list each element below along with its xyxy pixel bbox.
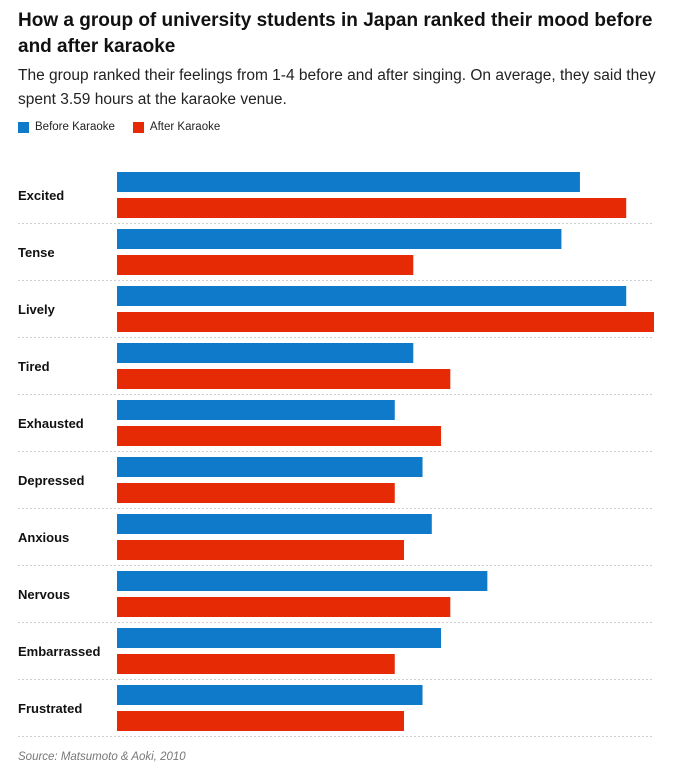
bar-after-nervous <box>117 597 451 617</box>
legend-item-after: After Karaoke <box>132 121 221 133</box>
bar-after-embarrassed <box>117 654 395 674</box>
category-label-tired: Tired <box>18 359 50 374</box>
legend-label-before: Before Karaoke <box>35 121 115 133</box>
category-label-nervous: Nervous <box>18 587 70 602</box>
bar-after-exhausted <box>117 426 442 446</box>
category-label-lively: Lively <box>18 302 56 317</box>
bar-before-tired <box>117 343 414 363</box>
bar-before-exhausted <box>117 400 395 420</box>
category-label-anxious: Anxious <box>18 530 69 545</box>
bar-before-frustrated <box>117 685 423 705</box>
bar-before-anxious <box>117 514 432 534</box>
bar-before-lively <box>117 286 627 306</box>
legend-swatch-before <box>18 121 29 133</box>
bar-after-depressed <box>117 483 395 503</box>
bar-chart: Excited Tense Lively Tired Exhausted Depresse… <box>18 172 654 737</box>
legend-label-after: After Karaoke <box>149 121 221 133</box>
source-note: Source: Matsumoto & Aoki, 2010 <box>18 751 186 763</box>
category-label-depressed: Depressed <box>18 473 85 488</box>
bar-after-excited <box>117 198 627 218</box>
bar-after-tense <box>117 255 414 275</box>
category-label-tense: Tense <box>18 245 55 260</box>
bar-before-excited <box>117 172 580 192</box>
bar-before-depressed <box>117 457 423 477</box>
category-label-exhausted: Exhausted <box>18 416 84 431</box>
category-label-frustrated: Frustrated <box>18 701 82 716</box>
legend-item-before: Before Karaoke <box>18 121 115 133</box>
bar-after-tired <box>117 369 451 389</box>
bar-after-lively <box>117 312 654 332</box>
bar-after-frustrated <box>117 711 405 731</box>
legend-swatch-after <box>132 121 144 133</box>
bar-after-anxious <box>117 540 405 560</box>
chart-title: How a group of university students in Ja… <box>18 10 653 57</box>
bar-before-nervous <box>117 571 488 591</box>
category-label-excited: Excited <box>18 188 64 203</box>
chart-subtitle: The group ranked their feelings from 1-4… <box>18 67 656 108</box>
bar-before-embarrassed <box>117 628 442 648</box>
category-label-embarrassed: Embarrassed <box>18 644 100 659</box>
legend: Before Karaoke After Karaoke <box>18 121 238 133</box>
bar-before-tense <box>117 229 562 249</box>
